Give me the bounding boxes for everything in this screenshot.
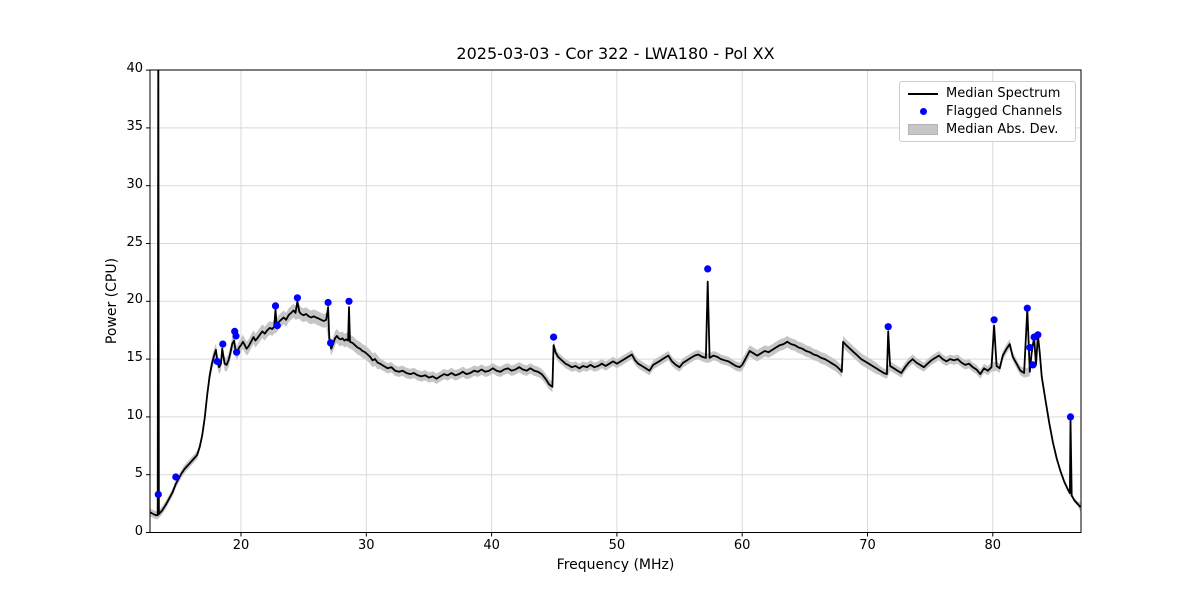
- flagged-channel-dot: [172, 473, 180, 481]
- legend-label: Flagged Channels: [946, 104, 1063, 119]
- legend-item: Flagged Channels: [907, 103, 1069, 121]
- x-tick-label: 60: [733, 538, 751, 553]
- y-tick-label: 25: [126, 234, 143, 250]
- grid: [150, 69, 1081, 533]
- legend-label: Median Abs. Dev.: [946, 121, 1059, 137]
- mad-band: [150, 303, 1081, 520]
- plot-border: [149, 69, 1082, 533]
- x-tick-label: 70: [859, 538, 876, 553]
- y-tick-label: 20: [126, 292, 143, 308]
- legend-line-sample: [907, 92, 939, 95]
- flagged-channel-dot: [232, 332, 240, 340]
- flagged-channel-dot: [1066, 413, 1075, 421]
- legend-item: Median Abs. Dev.: [907, 120, 1069, 138]
- flagged-channel-dot: [271, 302, 280, 310]
- median-spectrum-line: [150, 70, 1081, 517]
- flagged-channel-dot: [345, 297, 353, 305]
- flagged-channel-dot: [327, 339, 335, 347]
- flagged-channel-dot: [884, 323, 892, 331]
- flagged-channel-dot: [990, 316, 998, 324]
- legend-dot-sample: [907, 108, 939, 115]
- flagged-channel-dot: [704, 265, 712, 273]
- legend: Median Spectrum Flagged Channels Median Ab…: [899, 81, 1076, 142]
- flagged-channel-dot: [273, 322, 281, 330]
- dot-icon: [919, 108, 927, 115]
- flagged-channel-dot: [1034, 331, 1042, 339]
- y-tick-label: 30: [126, 176, 143, 192]
- flagged-channel-dot: [550, 333, 558, 341]
- flagged-channel-dot: [1023, 304, 1031, 312]
- y-tick-label: 15: [126, 350, 143, 366]
- chart-title: 2025-03-03 - Cor 322 - LWA180 - Pol XX: [456, 44, 775, 63]
- y-tick-label: 35: [126, 118, 143, 134]
- tick-marks: [146, 69, 994, 537]
- flagged-channel-dot: [324, 298, 332, 307]
- x-tick-label: 20: [232, 538, 250, 553]
- line-icon: [908, 92, 938, 95]
- x-tick-label: 40: [483, 538, 500, 553]
- flagged-channel-dot: [154, 490, 162, 498]
- legend-item: Median Spectrum: [907, 85, 1069, 103]
- flagged-channel-dot: [1026, 343, 1034, 352]
- y-tick-label: 40: [126, 61, 143, 77]
- patch-icon: [908, 123, 938, 135]
- flagged-channel-dot: [219, 340, 227, 348]
- flagged-channel-dot: [233, 348, 241, 356]
- flagged-channel-dot: [293, 294, 301, 302]
- x-axis-label: Frequency (MHz): [556, 557, 675, 573]
- y-tick-label: 0: [134, 523, 143, 539]
- flagged-channel-dot: [1029, 361, 1037, 369]
- y-tick-label: 5: [134, 465, 143, 481]
- legend-label: Median Spectrum: [946, 86, 1061, 102]
- y-tick-label: 10: [126, 407, 143, 423]
- x-tick-label: 30: [358, 538, 375, 553]
- x-tick-label: 50: [608, 538, 626, 553]
- flagged-channels: [154, 265, 1075, 498]
- legend-patch-sample: [907, 123, 939, 135]
- x-tick-label: 80: [984, 538, 1002, 553]
- flagged-channel-dot: [213, 357, 221, 365]
